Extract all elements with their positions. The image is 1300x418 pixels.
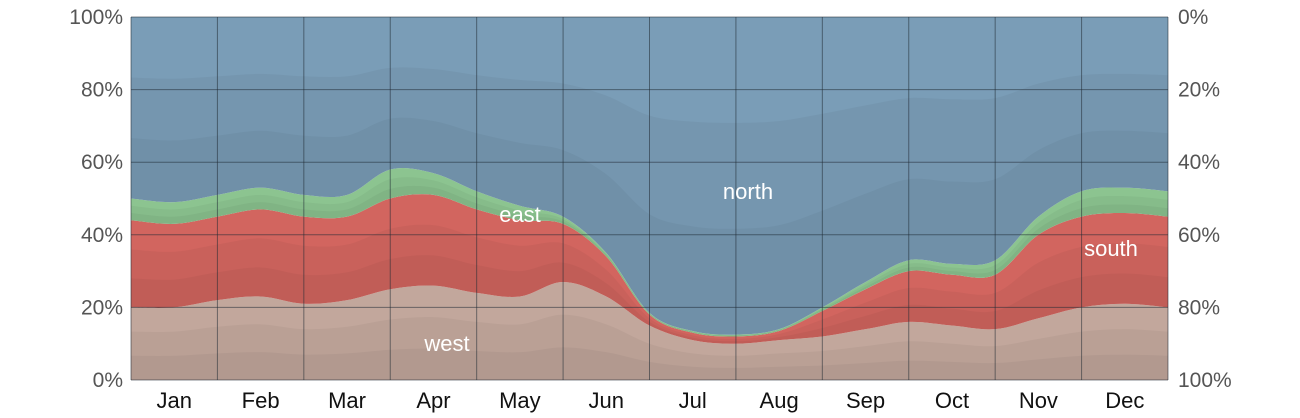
month-label: Mar	[328, 388, 366, 413]
band-label-south: south	[1084, 236, 1138, 261]
right-tick-label: 20%	[1178, 79, 1220, 102]
month-axis: Jan Feb Mar Apr May Jun Jul Aug Sep Oct Nov Dec	[156, 388, 1144, 413]
month-label: Jun	[589, 388, 624, 413]
month-label: Apr	[416, 388, 450, 413]
left-tick-label: 100%	[69, 6, 123, 29]
right-tick-label: 0%	[1178, 6, 1208, 29]
left-tick-label: 40%	[81, 224, 123, 247]
right-tick-label: 60%	[1178, 224, 1220, 247]
month-label: Jul	[679, 388, 707, 413]
right-tick-label: 80%	[1178, 296, 1220, 319]
band-label-east: east	[499, 202, 541, 227]
right-y-axis: 100% 80% 60% 40% 20% 0%	[1178, 6, 1232, 392]
month-label: Oct	[935, 388, 969, 413]
left-tick-label: 20%	[81, 296, 123, 319]
band-label-north: north	[723, 179, 773, 204]
right-tick-label: 40%	[1178, 151, 1220, 174]
band-label-west: west	[423, 331, 469, 356]
left-y-axis: 0% 20% 40% 60% 80% 100%	[69, 6, 123, 392]
month-label: Feb	[242, 388, 280, 413]
left-tick-label: 60%	[81, 151, 123, 174]
month-label: Dec	[1105, 388, 1144, 413]
month-label: May	[499, 388, 541, 413]
right-tick-label: 100%	[1178, 369, 1232, 392]
month-label: Sep	[846, 388, 885, 413]
grid-lines	[130, 16, 1169, 381]
left-tick-label: 0%	[93, 369, 123, 392]
left-tick-label: 80%	[81, 79, 123, 102]
month-label: Aug	[760, 388, 799, 413]
month-label: Jan	[156, 388, 191, 413]
band-labels: north east south west	[423, 179, 1138, 356]
month-label: Nov	[1019, 388, 1058, 413]
